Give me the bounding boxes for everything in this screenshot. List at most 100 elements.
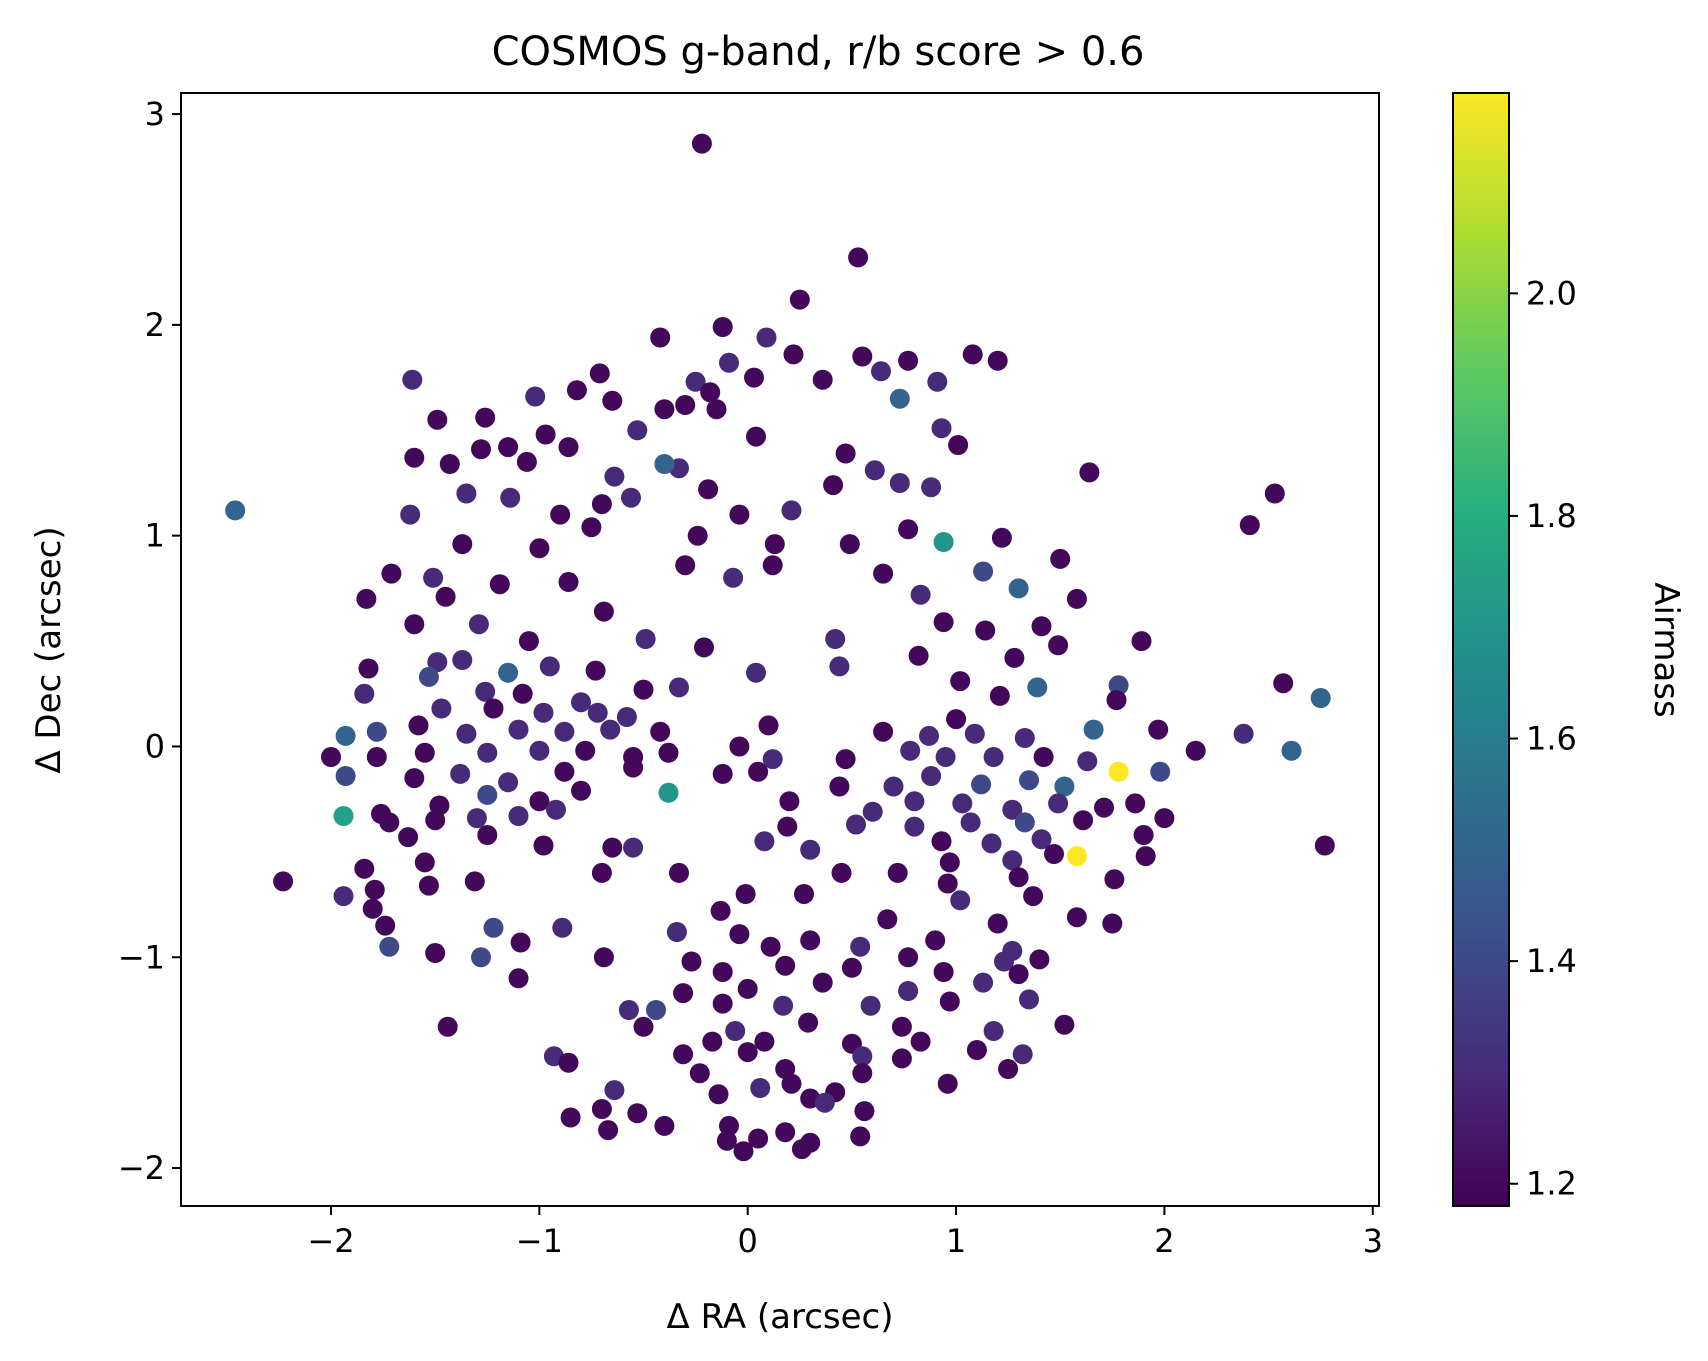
scatter-point — [654, 399, 675, 420]
colorbar-ticks: 1.2 1.4 1.6 1.8 2.0 — [1509, 274, 1577, 1203]
colorbar-tick-label: 1.4 — [1526, 942, 1577, 980]
scatter-point — [404, 768, 425, 789]
scatter-point — [529, 538, 550, 559]
scatter-point — [646, 1000, 666, 1020]
scatter-point — [510, 932, 531, 953]
scatter-point — [450, 763, 471, 784]
scatter-point — [414, 742, 435, 763]
scatter-point — [589, 363, 610, 384]
scatter-point — [889, 473, 910, 493]
scatter-point — [694, 637, 714, 658]
scatter-point — [744, 367, 764, 388]
scatter-point — [354, 683, 375, 704]
scatter-point — [364, 879, 385, 900]
scatter-point — [591, 862, 612, 883]
scatter-point — [898, 947, 919, 968]
scatter-point — [800, 930, 821, 951]
scatter-point — [633, 1016, 654, 1037]
y-axis-ticks: −2 −1 0 1 2 3 — [118, 95, 181, 1187]
scatter-point — [435, 586, 456, 607]
colorbar — [1453, 93, 1509, 1206]
scatter-point — [354, 858, 375, 879]
scatter-point — [654, 454, 675, 474]
scatter-point — [427, 652, 448, 673]
scatter-point — [712, 993, 733, 1014]
scatter-point — [379, 812, 400, 833]
scatter-point — [1008, 578, 1029, 599]
scatter-point — [756, 327, 777, 348]
scatter-point — [539, 656, 560, 677]
scatter-point — [737, 1042, 758, 1063]
scatter-point — [760, 936, 781, 957]
scatter-point — [1066, 588, 1087, 609]
scatter-point — [983, 1021, 1004, 1041]
scatter-point — [666, 922, 687, 942]
scatter-point — [1108, 675, 1129, 696]
scatter-point — [593, 947, 614, 968]
scatter-point — [987, 350, 1008, 371]
scatter-point — [627, 420, 648, 441]
scatter-point — [794, 884, 814, 904]
scatter-point — [933, 612, 954, 633]
scatter-point — [862, 801, 883, 822]
scatter-point — [712, 763, 733, 784]
scatter-point — [685, 371, 706, 392]
scatter-point — [358, 658, 379, 679]
scatter-point — [719, 352, 739, 373]
scatter-point — [554, 761, 575, 782]
scatter-point — [904, 791, 925, 812]
scatter-point — [835, 749, 856, 770]
scatter-point — [471, 439, 491, 460]
scatter-point — [898, 350, 919, 371]
scatter-point — [483, 698, 504, 719]
scatter-point — [512, 683, 533, 704]
scatter-point — [598, 1120, 619, 1141]
scatter-point — [1027, 677, 1048, 698]
scatter-point — [508, 968, 529, 989]
scatter-point — [919, 725, 939, 746]
scatter-point — [891, 1016, 912, 1037]
scatter-point — [877, 909, 898, 930]
scatter-point — [437, 1016, 458, 1037]
scatter-point — [1073, 810, 1094, 831]
scatter-point — [1002, 799, 1023, 820]
scatter-point — [852, 346, 873, 367]
scatter-point — [835, 443, 856, 464]
scatter-point — [581, 517, 602, 538]
scatter-point — [939, 852, 960, 873]
scatter-point — [1264, 483, 1285, 504]
scatter-point — [1008, 867, 1029, 888]
scatter-point — [887, 862, 908, 883]
scatter-point — [500, 487, 521, 508]
scatter-point — [800, 839, 821, 860]
scatter-point — [498, 772, 519, 793]
scatter-point — [702, 1031, 723, 1052]
scatter-point — [729, 736, 750, 757]
scatter-point — [1273, 673, 1294, 694]
scatter-point — [952, 793, 973, 814]
scatter-point — [846, 814, 866, 835]
scatter-point — [939, 991, 960, 1012]
scatter-point — [758, 715, 779, 736]
scatter-point — [1029, 949, 1050, 970]
x-tick-label: −1 — [516, 1222, 563, 1260]
colorbar-tick-label: 2.0 — [1526, 274, 1577, 312]
scatter-point — [981, 833, 1002, 854]
scatter-point — [518, 631, 539, 652]
y-tick-label: −2 — [118, 1149, 165, 1187]
scatter-point — [689, 1063, 710, 1084]
scatter-point — [948, 435, 969, 455]
scatter-point — [839, 534, 860, 555]
scatter-point — [425, 810, 446, 831]
scatter-point — [904, 816, 925, 837]
scatter-point — [860, 995, 881, 1016]
scatter-point — [989, 685, 1010, 706]
scatter-point — [483, 917, 504, 938]
x-tick-label: 3 — [1363, 1222, 1383, 1260]
x-tick-label: 1 — [946, 1222, 966, 1260]
scatter-point — [1066, 907, 1087, 928]
scatter-point — [921, 766, 942, 786]
scatter-point — [973, 561, 994, 582]
scatter-point — [1019, 770, 1039, 791]
